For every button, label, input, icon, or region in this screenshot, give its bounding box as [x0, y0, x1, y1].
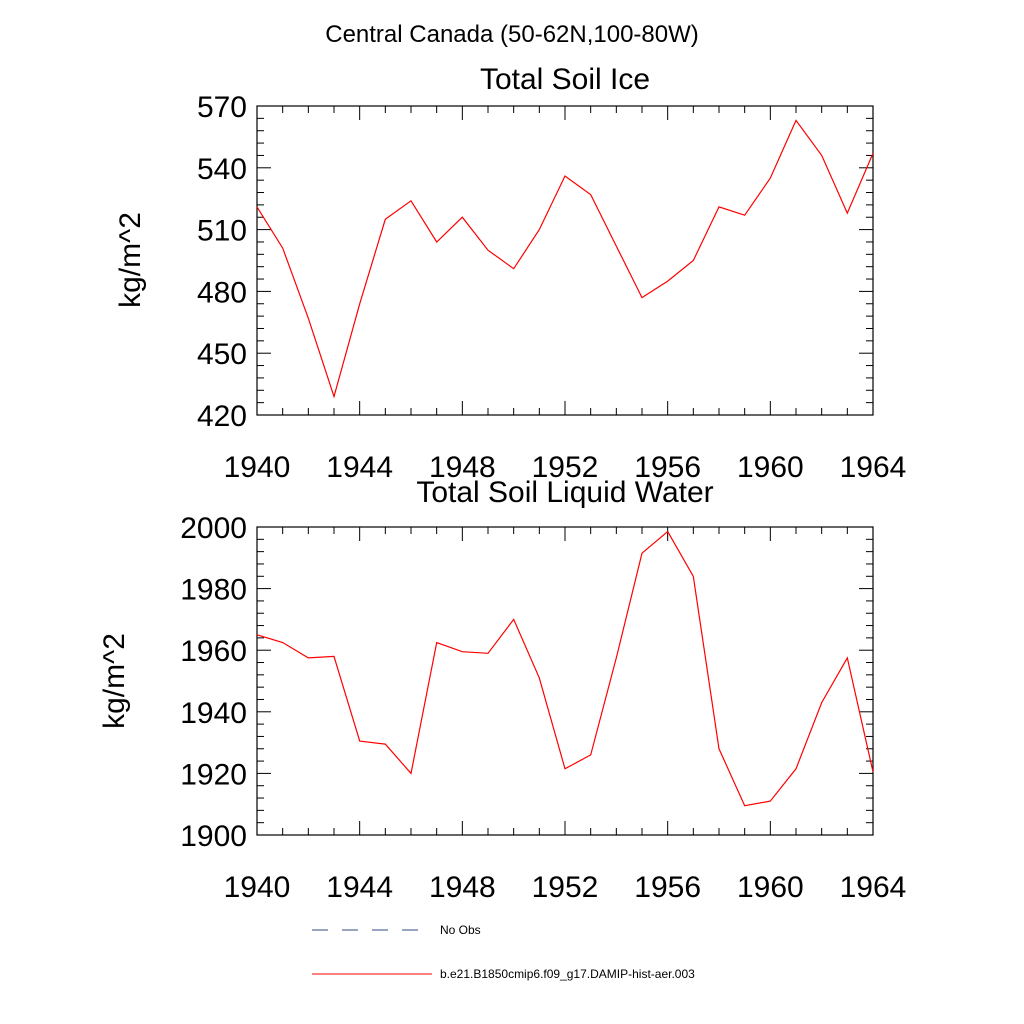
soil-liquid-water-x-tick-label: 1940 [224, 871, 291, 904]
soil-liquid-water-panel: Total Soil Liquid Water kg/m^2 1940 1944 1… [98, 476, 906, 904]
soil-liquid-water-ylabel: kg/m^2 [98, 633, 131, 729]
soil-liquid-water-series-line [256, 530, 874, 807]
soil-ice-ylabel: kg/m^2 [114, 212, 147, 308]
soil-ice-title: Total Soil Ice [480, 63, 650, 96]
soil-liquid-water-y-tick-label: 1940 [180, 697, 247, 730]
soil-liquid-water-y-tick-label: 1980 [180, 574, 247, 607]
soil-ice-y-tick-label: 540 [197, 153, 247, 186]
legend-label-no-obs: No Obs [440, 923, 481, 937]
soil-liquid-water-y-tick-label: 1960 [180, 635, 247, 668]
soil-liquid-water-y-tick-label: 2000 [180, 512, 247, 545]
soil-liquid-water-x-tick-label: 1952 [532, 871, 599, 904]
soil-liquid-water-y-tick-label: 1920 [180, 758, 247, 791]
soil-liquid-water-x-tick-label: 1960 [737, 871, 804, 904]
soil-ice-x-tick-label: 1940 [224, 451, 291, 484]
soil-ice-x-tick-label: 1964 [840, 451, 907, 484]
soil-liquid-water-x-tick-label: 1964 [840, 871, 907, 904]
legend: No Obs b.e21.B1850cmip6.f09_g17.DAMIP-hi… [312, 923, 695, 981]
soil-liquid-water-x-tick-label: 1944 [326, 871, 393, 904]
soil-ice-panel: Total Soil Ice kg/m^2 1940 1944 1948 1952 19… [114, 63, 906, 484]
soil-ice-y-tick-label: 480 [197, 276, 247, 309]
soil-liquid-water-x-tick-label: 1948 [429, 871, 496, 904]
soil-ice-frame [256, 105, 874, 416]
soil-ice-x-tick-label: 1956 [634, 451, 701, 484]
soil-ice-y-tick-label: 450 [197, 338, 247, 371]
soil-liquid-water-title: Total Soil Liquid Water [416, 476, 713, 509]
figure-suptitle: Central Canada (50-62N,100-80W) [325, 21, 699, 48]
soil-ice-y-tick-label: 420 [197, 400, 247, 433]
soil-ice-y-tick-label: 570 [197, 91, 247, 124]
soil-ice-y-tick-label: 510 [197, 215, 247, 248]
soil-ice-x-tick-label: 1960 [737, 451, 804, 484]
soil-ice-series-line [256, 119, 874, 399]
soil-ice-x-tick-label: 1944 [326, 451, 393, 484]
soil-liquid-water-x-tick-label: 1956 [634, 871, 701, 904]
legend-label-model: b.e21.B1850cmip6.f09_g17.DAMIP-hist-aer.… [440, 967, 695, 981]
soil-ice-x-tick-label: 1948 [429, 451, 496, 484]
soil-ice-x-tick-label: 1952 [532, 451, 599, 484]
soil-liquid-water-y-tick-label: 1900 [180, 820, 247, 853]
